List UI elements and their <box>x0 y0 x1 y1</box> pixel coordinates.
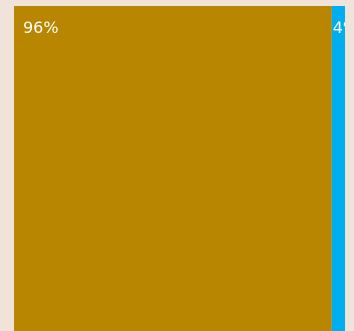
stacked-bar-chart: 96% 4% <box>14 6 345 331</box>
bar-segment-1 <box>14 6 332 331</box>
chart-canvas: 96% 4% <box>14 6 345 331</box>
bar-segment-2 <box>331 6 345 331</box>
data-label-1: 96% <box>23 18 59 37</box>
data-label-2: 4% <box>333 18 345 37</box>
